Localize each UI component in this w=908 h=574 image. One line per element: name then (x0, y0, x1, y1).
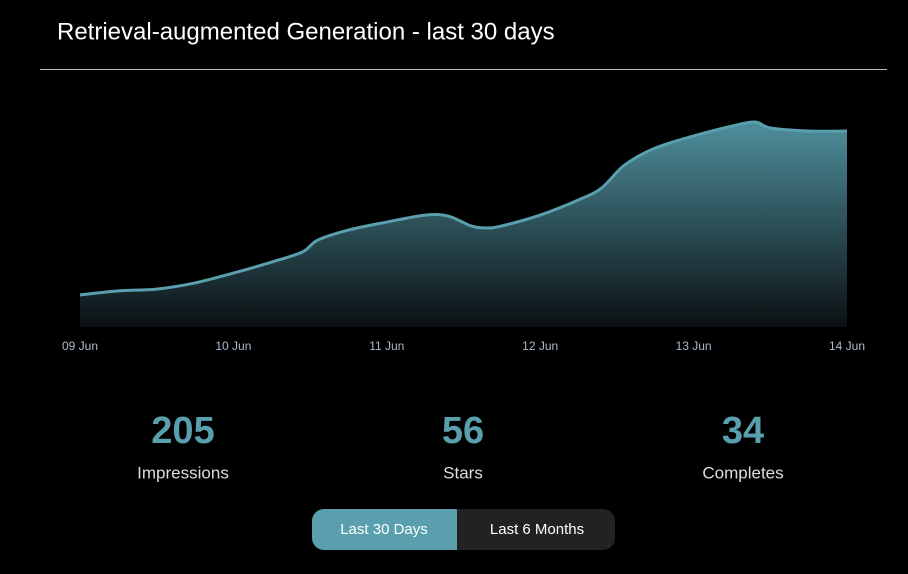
button-label[interactable]: Last 6 Months (490, 521, 584, 538)
x-tick-label: 13 Jun (676, 339, 712, 353)
stat-label: Impressions (137, 463, 229, 482)
area (80, 121, 847, 327)
button[interactable] (457, 509, 615, 550)
button-label[interactable]: Last 30 Days (340, 521, 428, 538)
x-tick-label: 14 Jun (829, 339, 865, 353)
stat-value: 205 (151, 410, 214, 452)
button-corner (457, 509, 475, 550)
x-tick-label: 12 Jun (522, 339, 558, 353)
button-active[interactable] (312, 509, 458, 550)
stat-value: 56 (442, 410, 484, 452)
line (79, 120, 848, 297)
x-tick-label: 11 Jun (369, 339, 404, 353)
x-tick-label: 09 Jun (62, 339, 98, 353)
stat-value: 34 (722, 410, 764, 452)
title: Retrieval-augmented Generation - last 30… (57, 18, 555, 45)
x-tick-label: 10 Jun (215, 339, 251, 353)
button-active-corner (440, 509, 458, 550)
stat-label: Stars (443, 463, 483, 482)
stat-label: Completes (702, 463, 783, 482)
